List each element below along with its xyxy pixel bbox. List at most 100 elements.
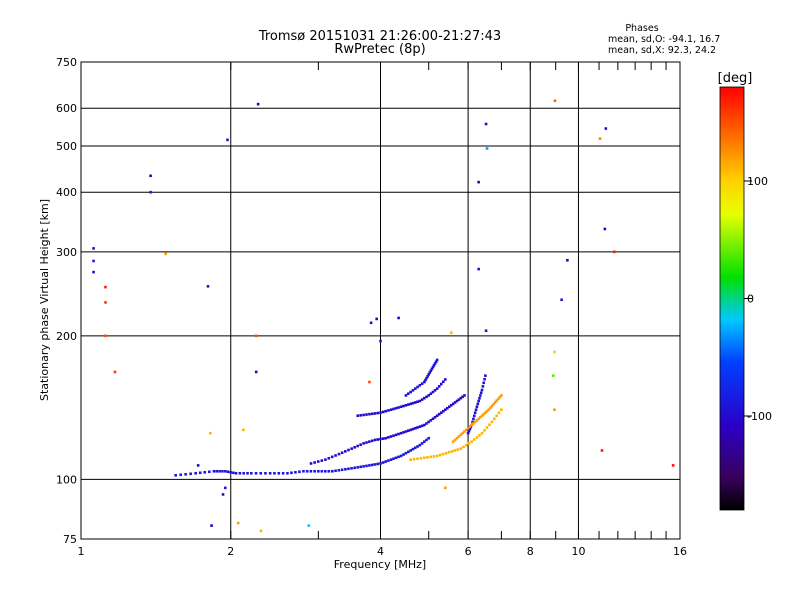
plot-frame — [80, 61, 681, 540]
trace-point — [433, 362, 437, 365]
trace-point — [500, 408, 503, 412]
trace-point — [485, 426, 489, 429]
trace-point — [495, 399, 499, 402]
trace-point — [313, 461, 316, 464]
trace-point — [434, 360, 438, 364]
trace-point — [356, 444, 359, 448]
trace-point — [476, 402, 480, 406]
trace-point — [174, 474, 177, 477]
trace-point — [194, 471, 197, 475]
trace-point — [455, 436, 459, 440]
colorbar-tick-label: -100 — [747, 410, 772, 423]
trace-point — [179, 473, 182, 477]
trace-point — [441, 409, 445, 413]
trace-point — [402, 431, 405, 434]
trace-point — [212, 469, 216, 473]
trace-point — [463, 430, 466, 433]
trace-point — [457, 398, 461, 401]
trace-point — [439, 382, 443, 386]
trace-point — [470, 423, 473, 427]
trace-point — [198, 471, 202, 475]
trace-point — [379, 411, 382, 414]
trace-point — [221, 469, 224, 473]
trace-point — [409, 402, 412, 406]
trace-point — [376, 438, 380, 441]
trace-point — [189, 472, 192, 476]
trace-point — [435, 454, 439, 458]
trace-point — [362, 413, 365, 417]
trace-point — [356, 466, 360, 469]
trace-point — [473, 411, 477, 414]
trace-point — [459, 396, 463, 400]
trace-point — [226, 470, 230, 474]
trace-point — [418, 384, 422, 387]
trace-point — [294, 470, 297, 474]
trace-point — [389, 458, 393, 461]
trace-point — [483, 429, 486, 432]
trace-point — [368, 412, 371, 416]
scatter-point — [484, 329, 488, 332]
trace-point — [429, 392, 433, 396]
trace-point — [223, 469, 227, 473]
trace-point — [404, 404, 408, 407]
trace-point — [281, 471, 285, 475]
trace-point — [298, 470, 301, 474]
trace-point — [184, 472, 187, 476]
trace-point — [402, 404, 405, 408]
trace-point — [463, 394, 466, 397]
trace-point — [373, 412, 377, 415]
trace-point — [238, 471, 242, 475]
trace-point — [432, 455, 436, 458]
trace-point — [353, 466, 356, 470]
trace-point — [447, 450, 451, 454]
trace-point — [473, 414, 476, 418]
x-tick-label: 10 — [571, 545, 585, 558]
trace-point — [426, 375, 429, 378]
trace-point — [450, 450, 454, 453]
trace-point — [413, 401, 417, 404]
trace-point — [464, 428, 468, 432]
trace-point — [467, 442, 471, 445]
trace-point — [305, 469, 309, 473]
trace-point — [404, 451, 408, 455]
trace-point — [409, 458, 412, 461]
trace-point — [242, 471, 246, 475]
trace-point — [406, 450, 410, 454]
trace-point — [429, 419, 433, 422]
trace-point — [406, 429, 410, 433]
trace-point — [475, 405, 479, 409]
trace-point — [461, 395, 464, 399]
y-axis-label: Stationary phase Virtual Height [km] — [38, 199, 51, 401]
trace-point — [472, 438, 476, 441]
trace-point — [250, 471, 253, 475]
trace-point — [359, 465, 362, 469]
trace-point — [259, 471, 263, 475]
trace-point — [286, 471, 289, 475]
trace-point — [480, 388, 484, 392]
trace-point — [376, 411, 380, 415]
trace-point — [435, 387, 439, 390]
trace-point — [309, 469, 313, 473]
trace-point — [473, 420, 477, 424]
trace-point — [399, 405, 403, 409]
scatter-point — [236, 521, 240, 525]
trace-point — [373, 438, 377, 442]
trace-point — [433, 389, 437, 392]
trace-point — [414, 387, 417, 390]
trace-point — [456, 448, 460, 451]
trace-point — [472, 417, 475, 421]
trace-point — [406, 392, 410, 396]
trace-point — [208, 470, 211, 474]
trace-point — [468, 427, 472, 431]
scatter-point — [196, 464, 200, 467]
trace-point — [397, 455, 400, 459]
scatter-point — [397, 316, 400, 320]
trace-point — [330, 455, 334, 459]
trace-point — [406, 403, 410, 406]
trace-point — [381, 437, 385, 440]
colorbar-ticks: 100 0 -100 — [744, 175, 772, 423]
trace-point — [347, 467, 350, 471]
trace-point — [365, 464, 368, 468]
axis-ticks: 1 2 4 6 8 10 16 75 100 200 300 400 500 600 750 — [56, 56, 687, 558]
trace-point — [431, 390, 435, 394]
